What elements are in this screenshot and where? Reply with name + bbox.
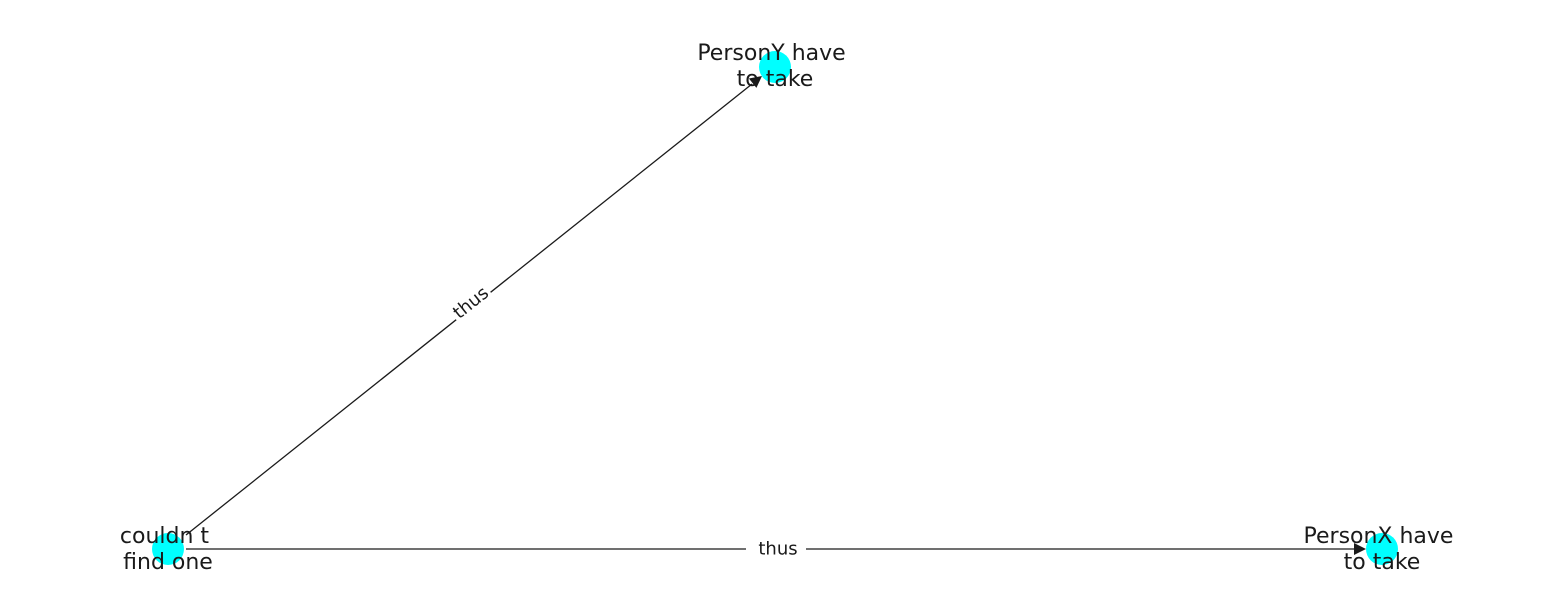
node-label-line: PersonY have — [697, 41, 845, 66]
edge-to-persony: thus — [185, 76, 762, 536]
node-label-line: to take — [1344, 550, 1421, 575]
node-circle — [152, 533, 184, 565]
edge-label-background — [446, 279, 496, 327]
node-personx-have-to-take: PersonX have to take — [1304, 524, 1461, 575]
node-label-line: PersonX have — [1304, 524, 1454, 549]
edge-label-background — [746, 537, 806, 561]
arrow-head-icon — [748, 76, 762, 88]
node-label-line: couldn t — [120, 524, 210, 549]
node-label: couldn t find one — [120, 524, 216, 575]
node-persony-have-to-take: PersonY have to take — [697, 41, 852, 92]
edge-label: thus — [758, 539, 797, 560]
node-couldnt-find-one: couldn t find one — [120, 524, 216, 575]
node-circle — [1366, 533, 1398, 565]
arrow-head-icon — [1354, 543, 1366, 555]
node-circle — [759, 51, 791, 83]
node-label: PersonY have to take — [697, 41, 852, 92]
node-label: PersonX have to take — [1304, 524, 1461, 575]
edge-to-personx: thus — [186, 537, 1366, 561]
node-label-line: to take — [737, 67, 814, 92]
node-label-line: find one — [123, 550, 213, 575]
